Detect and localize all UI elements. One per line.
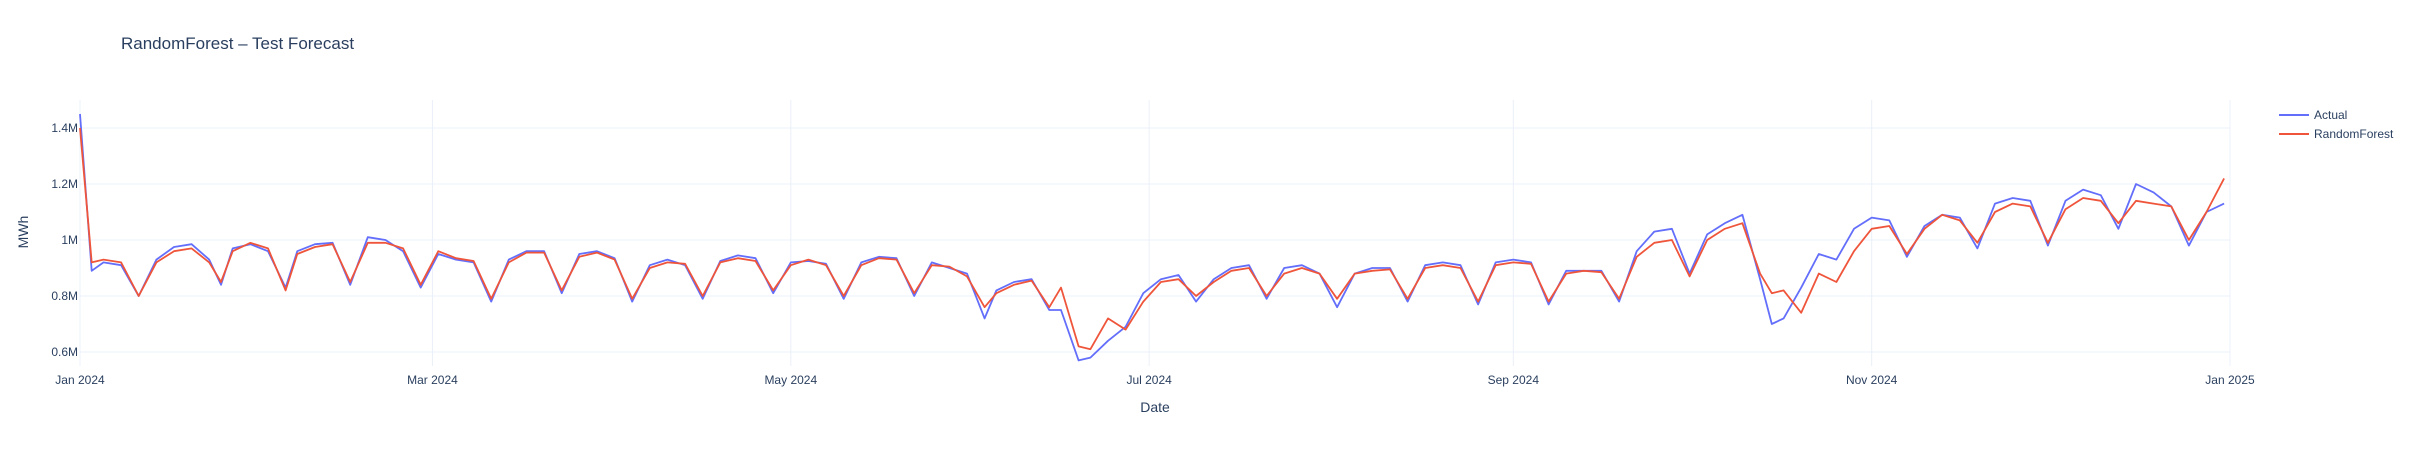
y-tick-label: 1.4M [51,121,78,135]
grid-lines [79,100,2231,366]
series-lines [79,113,2225,362]
y-tick-label: 1.2M [51,177,78,191]
chart-title: RandomForest – Test Forecast [121,34,354,53]
y-axis-ticks: 0.6M 0.8M 1M 1.2M 1.4M [51,121,78,359]
series-line-actual [79,113,2225,362]
x-tick-label: Jul 2024 [1126,373,1172,387]
x-axis-title: Date [1140,399,1170,415]
x-axis-ticks: Jan 2024 Mar 2024 May 2024 Jul 2024 Sep 2024… [55,373,2255,387]
y-tick-label: 0.8M [51,289,78,303]
x-tick-label: Mar 2024 [407,373,458,387]
legend-label: RandomForest [2314,127,2394,141]
series-line-randomforest [79,127,2225,351]
x-tick-label: Nov 2024 [1846,373,1898,387]
legend: Actual RandomForest [2279,108,2394,141]
y-tick-label: 0.6M [51,345,78,359]
x-tick-label: Sep 2024 [1488,373,1540,387]
x-tick-label: Jan 2024 [55,373,105,387]
legend-label: Actual [2314,108,2347,122]
x-tick-label: May 2024 [764,373,817,387]
x-tick-label: Jan 2025 [2205,373,2255,387]
y-axis-title: MWh [15,216,31,249]
y-tick-label: 1M [61,233,78,247]
